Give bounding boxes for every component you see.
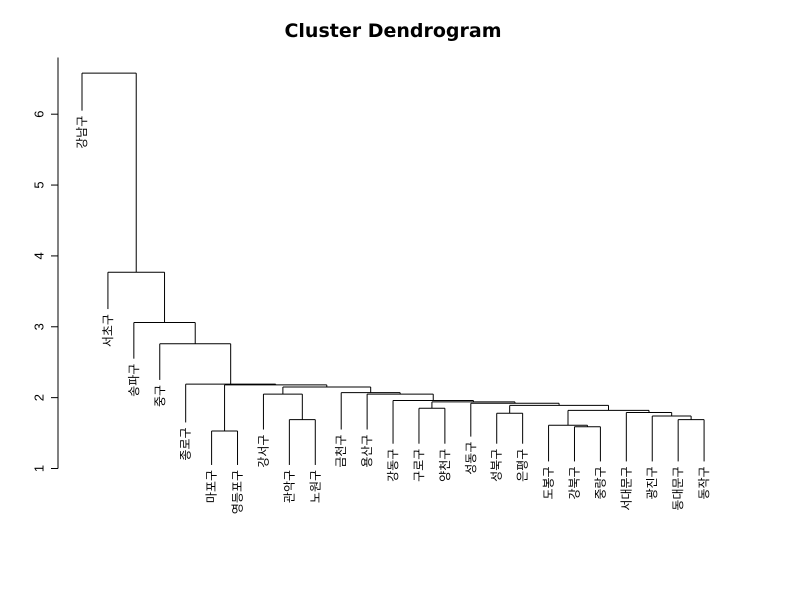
leaf-label: 광진구 [645,466,659,499]
leaf-label: 동대문구 [671,466,685,510]
leaf-label: 성북구 [490,449,504,482]
y-tick-label: 2 [32,394,47,401]
y-tick-label: 3 [32,323,47,330]
leaf-label: 마포구 [205,470,219,503]
y-tick-label: 5 [32,181,47,188]
leaf-label: 강서구 [256,435,270,468]
leaf-label: 영등포구 [231,470,245,514]
leaf-label: 성동구 [464,442,478,475]
leaf-label: 강동구 [386,449,400,482]
y-tick-label: 4 [32,252,47,259]
y-tick-label: 1 [32,465,47,472]
leaf-label: 강남구 [75,116,89,149]
leaf-label: 관악구 [282,470,296,503]
leaf-label: 강북구 [567,466,581,499]
leaf-label: 중랑구 [593,466,607,499]
leaf-label: 종로구 [179,427,193,460]
leaf-label: 구로구 [412,449,426,482]
leaf-label: 은평구 [516,449,530,482]
y-axis: 1 2 3 4 5 6 [32,57,59,472]
leaf-label: 용산구 [360,435,374,468]
leaf-label: 서초구 [101,314,115,347]
leaf-label: 서대문구 [619,466,633,510]
leaf-label: 금천구 [333,435,348,468]
leaf-label: 도봉구 [542,466,556,499]
leaf-label: 노원구 [308,470,322,503]
leaf-label: 중구 [153,385,167,407]
y-tick-label: 6 [32,111,47,118]
chart-title: Cluster Dendrogram [284,20,501,42]
leaf-label: 양천구 [437,449,452,482]
dendrogram-branches [81,72,705,465]
leaf-label: 동작구 [697,466,711,499]
leaf-label: 송파구 [127,364,141,397]
